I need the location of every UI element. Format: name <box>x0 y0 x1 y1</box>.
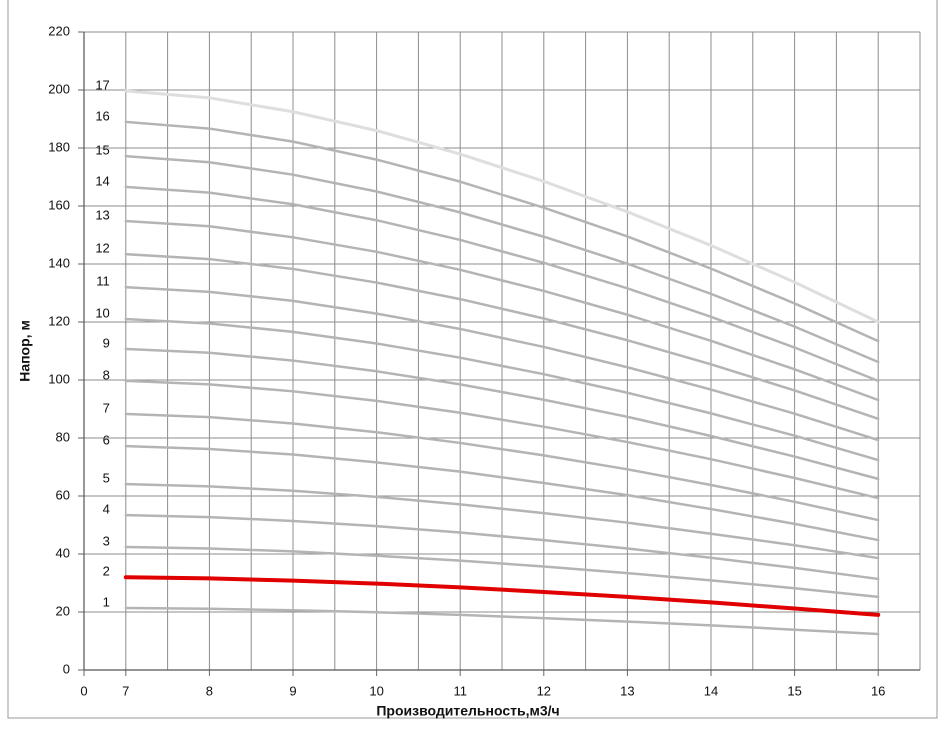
curve <box>124 606 880 636</box>
x-tick-label: 0 <box>80 683 87 698</box>
curve <box>124 444 880 542</box>
y-tick-label: 160 <box>48 197 70 212</box>
x-tick-label: 12 <box>537 683 551 698</box>
y-tick-label: 120 <box>48 313 70 328</box>
curve <box>124 252 880 421</box>
curve <box>124 347 880 481</box>
curve <box>124 545 880 599</box>
x-tick-label: 14 <box>704 683 718 698</box>
curve-label: 10 <box>95 306 109 321</box>
curve <box>124 513 880 581</box>
x-tick-label: 8 <box>206 683 213 698</box>
x-axis-title: Производительность,м3/ч <box>376 703 559 719</box>
curve <box>124 154 880 364</box>
x-tick-label: 7 <box>122 683 129 698</box>
frame <box>7 0 938 719</box>
curve-label: 2 <box>103 564 110 579</box>
curve-label: 15 <box>95 143 109 158</box>
curve <box>124 412 880 522</box>
curve-label: 5 <box>103 471 110 486</box>
curve-label: 3 <box>103 533 110 548</box>
y-tick-label: 60 <box>56 487 70 502</box>
y-tick-label: 140 <box>48 255 70 270</box>
curve-label: 17 <box>95 77 109 92</box>
x-tick-label: 13 <box>620 683 634 698</box>
curve-label: 8 <box>103 367 110 382</box>
curve-label: 9 <box>103 335 110 350</box>
y-tick-label: 40 <box>56 545 70 560</box>
y-tick-label: 100 <box>48 371 70 386</box>
x-tick-label: 9 <box>289 683 296 698</box>
y-tick-label: 220 <box>48 23 70 38</box>
y-tick-label: 180 <box>48 139 70 154</box>
y-tick-label: 20 <box>56 603 70 618</box>
curve <box>123 575 881 617</box>
curve-label: 7 <box>103 400 110 415</box>
curve <box>124 185 880 383</box>
curve <box>124 379 880 500</box>
curve <box>124 89 880 324</box>
curve <box>124 317 880 462</box>
curve-label: 13 <box>95 208 109 223</box>
y-tick-label: 0 <box>63 661 70 676</box>
x-tick-label: 11 <box>453 683 467 698</box>
curve <box>124 219 880 402</box>
curve-label: 4 <box>103 502 110 517</box>
y-tick-label: 80 <box>56 429 70 444</box>
curve-label: 16 <box>95 108 109 123</box>
y-tick-label: 200 <box>48 81 70 96</box>
curve <box>124 285 880 442</box>
x-tick-label: 10 <box>369 683 383 698</box>
curve <box>124 482 880 560</box>
x-tick-label: 15 <box>787 683 801 698</box>
y-axis-title: Напор, м <box>17 320 33 382</box>
curve-label: 1 <box>103 594 110 609</box>
x-tick-label: 16 <box>871 683 885 698</box>
curve-label: 11 <box>96 274 110 289</box>
curve-label: 14 <box>95 173 109 188</box>
curve-label: 6 <box>103 433 110 448</box>
curve <box>124 120 880 343</box>
curve-label: 12 <box>95 241 109 256</box>
